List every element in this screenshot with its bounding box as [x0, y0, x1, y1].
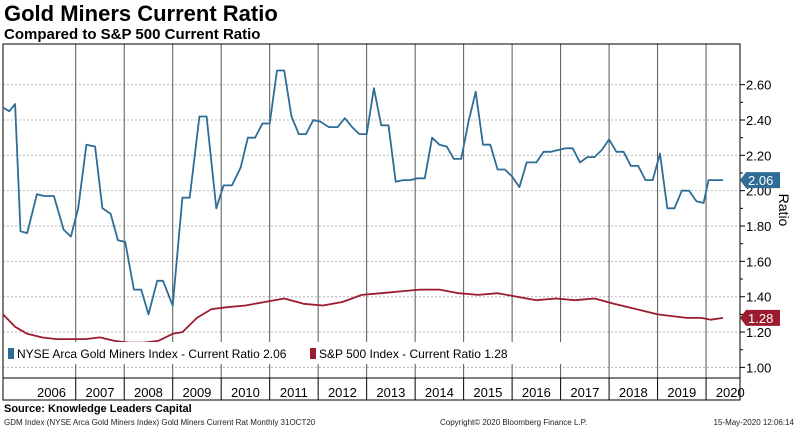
legend: NYSE Arca Gold Miners Index - Current Ra… — [4, 342, 592, 364]
footer-timestamp: 15-May-2020 12:06:14 — [713, 418, 795, 427]
chart-subtitle: Compared to S&P 500 Current Ratio — [4, 26, 261, 43]
y-tick-label: 2.60 — [746, 78, 771, 93]
y-tick-label: 2.20 — [746, 148, 771, 163]
x-tick-label: 2006 — [37, 385, 66, 400]
legend-box — [4, 342, 592, 364]
legend-label-1: S&P 500 Index - Current Ratio 1.28 — [319, 347, 508, 361]
x-tick-label: 2007 — [86, 385, 115, 400]
x-tick-label: 2009 — [182, 385, 211, 400]
series-layer — [2, 69, 724, 344]
y-tick-label: 1.60 — [746, 254, 771, 269]
y-axis-label: Ratio — [776, 194, 792, 227]
footer-copyright: Copyright© 2020 Bloomberg Finance L.P. — [440, 418, 588, 427]
value-badge-0 — [740, 172, 780, 189]
legend-swatch-1 — [310, 348, 316, 359]
series-line-0 — [2, 69, 723, 316]
footer-description: GDM Index (NYSE Arca Gold Miners Index) … — [4, 418, 316, 427]
chart-title: Gold Miners Current Ratio — [4, 1, 278, 26]
y-tick-label: 1.40 — [746, 290, 771, 305]
x-tick-label: 2011 — [280, 385, 308, 400]
plot-frame — [2, 43, 741, 401]
x-tick-label: 2016 — [522, 385, 551, 400]
series-line-1 — [2, 288, 724, 344]
y-tick-label: 1.00 — [746, 360, 771, 375]
grid-layer — [3, 44, 740, 378]
x-tick-label: 2019 — [667, 385, 696, 400]
x-tick-label: 2010 — [231, 385, 260, 400]
value-badge-1 — [740, 309, 780, 326]
x-tick-label: 2020 — [716, 385, 745, 400]
value-badge-label-1: 1.28 — [748, 311, 773, 326]
x-tick-label: 2015 — [473, 385, 502, 400]
frame-layer — [2, 43, 741, 401]
x-tick-label: 2013 — [376, 385, 405, 400]
x-tick-label: 2008 — [134, 385, 163, 400]
y-tick-label: 2.40 — [746, 113, 771, 128]
value-badges: 2.06 1.28 — [740, 172, 780, 326]
source-note: Source: Knowledge Leaders Capital — [4, 403, 192, 415]
value-badge-label-0: 2.06 — [748, 173, 773, 188]
x-tick-label: 2014 — [425, 385, 454, 400]
x-tick-label: 2017 — [570, 385, 599, 400]
legend-swatch-0 — [8, 348, 14, 359]
y-tick-label: 1.80 — [746, 219, 771, 234]
y-tick-label: 1.20 — [746, 325, 771, 340]
x-tick-label: 2018 — [619, 385, 648, 400]
legend-label-0: NYSE Arca Gold Miners Index - Current Ra… — [17, 347, 287, 361]
x-tick-label: 2012 — [328, 385, 357, 400]
